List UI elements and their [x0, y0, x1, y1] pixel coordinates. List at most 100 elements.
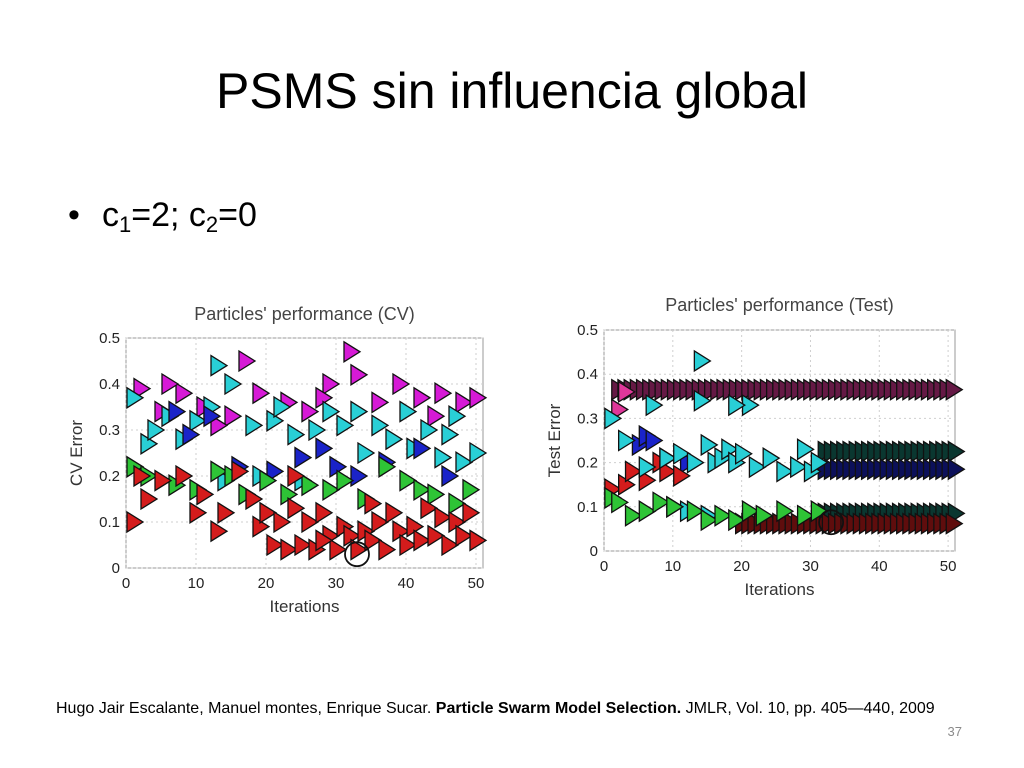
chart0-marker-4-45 — [287, 464, 306, 488]
chart1-marker-6-8 — [714, 504, 733, 527]
chart1-x-tick-5: 50 — [940, 558, 957, 575]
chart0-y-tick-2: 0.2 — [99, 468, 120, 485]
chart1-marker-5-8 — [693, 389, 712, 412]
chart0-marker-0-9 — [343, 340, 362, 363]
chart0-marker-4-38 — [441, 533, 460, 557]
chart0-marker-3-17 — [448, 492, 467, 515]
chart0-marker-4-6 — [196, 483, 215, 506]
slide-number: 37 — [947, 724, 962, 739]
chart0-marker-1-19 — [385, 428, 404, 451]
chart0-marker-0-0 — [133, 377, 152, 400]
chart1-marker-6-4 — [652, 491, 671, 514]
chart0-marker-4-27 — [364, 529, 383, 552]
chart0-marker-4-13 — [266, 533, 285, 557]
chart0-marker-2-0 — [168, 400, 187, 423]
test-performance-chart: Particles' performance (Test) 0 10 20 30 40 50… — [545, 295, 966, 599]
chart0-marker-4-2 — [140, 487, 159, 511]
slide-title: PSMS sin influencia global — [216, 63, 808, 119]
chart0-marker-4-0 — [126, 510, 145, 534]
chart1-x-axis-label: Iterations — [745, 580, 815, 599]
chart0-marker-4-12 — [259, 501, 278, 524]
chart0-x-tick-3: 30 — [328, 575, 345, 592]
chart0-markers — [126, 340, 488, 561]
chart0-marker-4-44 — [364, 492, 383, 515]
chart1-marker-5-22 — [810, 451, 829, 474]
chart1-x-tick-3: 30 — [802, 558, 819, 575]
bullet-symbol: • — [68, 196, 80, 234]
bullet-tail: =0 — [218, 196, 257, 234]
chart0-marker-1-15 — [336, 414, 355, 437]
chart0-marker-2-1 — [182, 423, 201, 446]
chart0-marker-4-25 — [350, 538, 369, 561]
chart0-marker-4-9 — [231, 460, 250, 483]
chart0-marker-1-23 — [434, 446, 453, 469]
cv-performance-chart: Particles' performance (CV) 0 10 20 30 40 50 0 0… — [67, 304, 488, 616]
chart1-band-marker-0-54 — [945, 378, 964, 401]
citation-authors: Hugo Jair Escalante, Manuel montes, Enri… — [56, 700, 436, 717]
chart0-marker-4-29 — [378, 538, 397, 561]
chart0-marker-1-20 — [399, 400, 418, 423]
c1-subscript: 1 — [119, 212, 132, 237]
chart0-marker-4-35 — [420, 497, 439, 520]
chart1-marker-2-2 — [645, 429, 664, 452]
chart0-marker-2-8 — [350, 464, 369, 488]
chart1-marker-5-14 — [734, 442, 753, 465]
chart0-marker-1-27 — [469, 441, 488, 465]
chart0-marker-2-6 — [315, 437, 334, 460]
chart1-marker-5-9 — [700, 433, 719, 457]
chart1-y-tick-0: 0 — [590, 543, 598, 560]
chart0-marker-4-43 — [315, 529, 334, 552]
chart1-marker-6-3 — [638, 500, 657, 523]
chart0-marker-4-41 — [462, 501, 481, 524]
chart0-marker-0-12 — [392, 372, 411, 396]
chart0-y-tick-1: 0.1 — [99, 514, 120, 531]
chart0-marker-4-15 — [280, 538, 299, 561]
chart0-best-particle-circle — [344, 541, 370, 568]
chart0-marker-4-40 — [455, 524, 474, 547]
c1-base: c — [102, 196, 119, 234]
chart0-marker-2-4 — [266, 460, 285, 483]
chart0-marker-1-25 — [448, 405, 467, 428]
chart1-y-tick-4: 0.4 — [577, 366, 598, 383]
chart0-y-tick-5: 0.5 — [99, 330, 120, 347]
chart0-marker-0-10 — [350, 363, 369, 386]
chart1-marker-6-11 — [755, 504, 774, 527]
chart0-marker-3-11 — [336, 469, 355, 492]
chart0-marker-0-13 — [413, 386, 432, 409]
citation: Hugo Jair Escalante, Manuel montes, Enri… — [56, 697, 946, 720]
citation-venue: JMLR, Vol. 10, pp. 405—440, 2009 — [681, 700, 935, 717]
chart0-marker-1-12 — [287, 423, 306, 446]
chart1-x-tick-2: 20 — [733, 558, 750, 575]
chart0-x-tick-1: 10 — [188, 575, 205, 592]
chart0-marker-4-4 — [175, 464, 194, 488]
chart1-y-tick-1: 0.1 — [577, 499, 598, 516]
chart0-marker-0-21 — [427, 405, 446, 428]
chart0-marker-4-28 — [371, 510, 390, 534]
chart0-marker-4-36 — [427, 524, 446, 547]
chart0-marker-0-14 — [434, 382, 453, 405]
chart0-marker-1-22 — [420, 418, 439, 442]
chart0-y-axis-label: CV Error — [67, 420, 86, 486]
chart0-x-tick-0: 0 — [122, 575, 130, 592]
chart0-marker-4-18 — [301, 510, 320, 534]
chart0-marker-4-37 — [434, 506, 453, 529]
chart0-marker-0-17 — [238, 349, 257, 373]
chart0-marker-0-7 — [301, 400, 320, 423]
chart0-marker-4-32 — [399, 533, 418, 557]
chart0-marker-4-22 — [329, 538, 348, 561]
chart0-y-tick-3: 0.3 — [99, 422, 120, 439]
chart0-marker-1-16 — [350, 400, 369, 423]
chart0-marker-3-13 — [378, 455, 397, 478]
chart1-marker-5-17 — [762, 447, 781, 470]
chart1-band-marker-1-21 — [947, 440, 966, 463]
chart1-y-tick-2: 0.2 — [577, 455, 598, 472]
chart1-best-particle-circle — [818, 509, 845, 536]
chart0-marker-0-15 — [455, 391, 474, 414]
chart0-title: Particles' performance (CV) — [194, 304, 415, 324]
chart0-marker-4-7 — [210, 520, 229, 543]
chart0-marker-2-11 — [441, 464, 460, 488]
chart0-marker-1-9 — [245, 414, 264, 437]
chart0-marker-1-14 — [322, 400, 341, 423]
bullet-parameters: • c1=2; c2=0 — [68, 196, 257, 238]
chart0-marker-3-10 — [322, 478, 341, 501]
